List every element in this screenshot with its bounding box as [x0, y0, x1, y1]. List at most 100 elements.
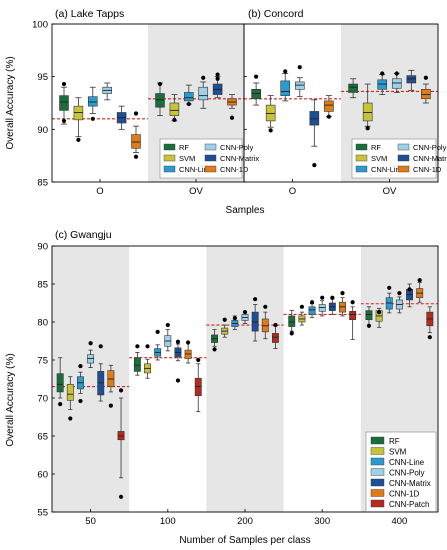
panel-c-legend-label-rf: RF: [389, 437, 400, 446]
panel-c-cnn-patch-50-outlier-0: [118, 494, 124, 499]
panel-c-rf-200-outlier-0: [212, 347, 217, 352]
panel-c-cnn-patch-200-box: [271, 333, 279, 343]
panel-c-xtick-label-50: 50: [85, 516, 96, 527]
panel-c-legend-swatch-svm: [370, 447, 385, 455]
panel-c-legend-label-cnn-patch: CNN-Patch: [389, 500, 429, 509]
panel-c-xtick-label-300: 300: [314, 516, 330, 527]
panel-c-cnn-matrix-200-outlier-0: [253, 297, 258, 302]
panel-c-cnn-patch-400-outlier-0: [427, 335, 432, 340]
panel-c-cnn-1d-400-outlier-0: [417, 278, 422, 283]
panel-c-cnn-line-400-outlier-0: [387, 285, 392, 290]
panel-b-cnn-poly-o-box: [294, 81, 305, 90]
panel-b-cnn-line-o-outlier-0: [283, 69, 288, 74]
panel-c-cnn-patch-300-box: [349, 311, 357, 321]
panel-c-cnn-patch-200-outlier-0: [273, 322, 278, 328]
panel-c-ytick-label-60: 60: [37, 470, 48, 481]
panel-c-ytick-label-65: 65: [37, 432, 48, 443]
panel-a-ytick-label-90: 90: [37, 125, 48, 136]
panel-a-legend-label-cnn-matrix: CNN-Matrix: [220, 154, 259, 163]
panel-c-cnn-1d-50-outlier-0: [108, 403, 113, 408]
panel-b-cnn-poly-ov-box: [391, 78, 402, 89]
panel-a-cnn-matrix-ov-outlier-1: [215, 76, 220, 81]
panel-c-legend-swatch-cnn-patch: [370, 499, 385, 508]
panel-c-ytick-label-70: 70: [37, 394, 48, 405]
panel-b-svm-ov-outlier-0: [365, 126, 370, 131]
panel-c-legend-label-cnn-matrix: CNN-Matrix: [389, 479, 431, 488]
panel-c-cnn-line-300-box: [308, 306, 316, 315]
panel-a-rf-ov-box: [155, 93, 165, 108]
panel-c-cnn-matrix-400-outlier-0: [407, 287, 412, 292]
panel-c-shade-50: [52, 246, 130, 512]
panel-b-cnn-matrix-o-outlier-0: [312, 163, 317, 168]
panel-c-cnn-poly-400-outlier-0: [397, 291, 402, 296]
panel-c-cnn-1d-100-outlier-0: [185, 340, 191, 345]
panel-c-svm-50-box: [66, 384, 74, 401]
panel-c-svm-200-outlier-0: [222, 317, 227, 322]
panel-c-cnn-line-50-outlier-0: [78, 398, 83, 404]
panel-c-rf-50-box: [56, 373, 64, 393]
panel-c-cnn-matrix-300-outlier-0: [330, 295, 335, 300]
panel-a-legend-label-rf: RF: [179, 143, 189, 152]
panel-c-ytick-label-80: 80: [37, 318, 48, 329]
panel-b-xtick-label-ov: OV: [383, 186, 397, 197]
panel-b-legend-swatch-svm: [355, 154, 368, 162]
panel-a-legend-label-svm: SVM: [179, 154, 195, 163]
panel-a-legend-label-cnn-line: CNN-Line: [179, 165, 212, 174]
panel-c-svm-100-outlier-0: [145, 344, 150, 349]
panel-a-legend-swatch-cnn-line: [163, 165, 176, 173]
panel-a-title: (a) Lake Tapps: [55, 8, 124, 20]
panel-a-cnn-1d-o-outlier-1: [133, 111, 139, 116]
panel-c-legend-swatch-cnn-line: [370, 457, 385, 466]
panel-a-svm-ov-outlier-0: [172, 117, 177, 122]
panel-c-legend-label-svm: SVM: [389, 448, 407, 457]
panel-b-svm-ov-box: [362, 102, 373, 122]
panel-b-cnn-line-ov-box: [377, 79, 388, 90]
panel-c-cnn-patch-100-outlier-0: [196, 357, 201, 363]
panel-a-svm-o-outlier-0: [76, 137, 81, 142]
panel-a-xtick-label-ov: OV: [189, 186, 203, 197]
panel-c-legend-swatch-cnn-poly: [370, 468, 385, 476]
panel-a-legend-swatch-cnn-1d: [204, 165, 217, 173]
panel-c-xtick-label-100: 100: [160, 516, 176, 527]
panel-c-ytick-label-75: 75: [37, 356, 48, 367]
panel-b-rf-o-box: [251, 89, 261, 100]
panel-c-cnn-1d-300-outlier-0: [340, 291, 345, 296]
panel-c-rf-400-outlier-0: [366, 323, 372, 328]
panel-b-legend-label-cnn-line: CNN-Line: [371, 165, 404, 174]
panel-a-cnn-line-o-box: [88, 96, 98, 107]
panel-c-ytick-label-55: 55: [37, 508, 48, 519]
panel-b-cnn-line-o-box: [280, 80, 291, 96]
panel-concord: O OV RF SVM CNN-Line CNN-Poly CNN-Matrix CNN-1D: [243, 23, 447, 197]
panel-c-xtick-label-400: 400: [391, 516, 407, 527]
panel-b-cnn-1d-ov-outlier-0: [423, 75, 428, 80]
panel-a-rf-ov-outlier-0: [157, 81, 163, 87]
panel-a-rf-o-outlier-1: [61, 118, 67, 124]
panel-a-cnn-1d-ov-outlier-0: [229, 115, 235, 120]
panel-b-cnn-poly-ov-outlier-0: [394, 71, 399, 76]
panel-a-ytick-label-85: 85: [37, 178, 48, 189]
panel-b-legend-swatch-cnn-line: [355, 165, 368, 173]
shared-xlabel-samples: Samples: [226, 205, 265, 216]
panel-c-cnn-line-200-outlier-0: [232, 316, 237, 321]
panel-b-legend-label-cnn-1d: CNN-1D: [413, 165, 442, 174]
panel-b-svm-o-outlier-0: [268, 128, 273, 133]
panel-b-cnn-poly-o-outlier-0: [297, 65, 302, 70]
panel-b-legend-label-cnn-matrix: CNN-Matrix: [413, 154, 447, 163]
panel-b-legend-label-cnn-poly: CNN-Poly: [413, 143, 447, 152]
panel-a-cnn-poly-ov-outlier-0: [201, 75, 206, 80]
panel-c-rf-100-outlier-0: [135, 344, 140, 349]
panel-a-svm-o-box: [73, 105, 84, 121]
panel-c-shade-200: [206, 246, 284, 512]
panel-a-rf-o-outlier-0: [61, 81, 67, 87]
panel-c-svm-300-outlier-0: [299, 304, 305, 309]
panel-c-legend-swatch-cnn-1d: [370, 489, 385, 497]
panel-c-cnn-patch-50-outlier-1: [118, 388, 124, 393]
panel-c-ylabel: Overall Accuracy (%): [5, 353, 16, 446]
panel-c-cnn-line-50-outlier-1: [78, 363, 83, 369]
panel-c-cnn-matrix-100-outlier-1: [175, 378, 181, 383]
panel-c-legend-swatch-rf: [370, 436, 385, 445]
panel-a-cnn-1d-o-box: [131, 134, 141, 149]
panel-c-rf-400-box: [365, 310, 373, 321]
panel-a-cnn-line-ov-box: [184, 92, 194, 102]
